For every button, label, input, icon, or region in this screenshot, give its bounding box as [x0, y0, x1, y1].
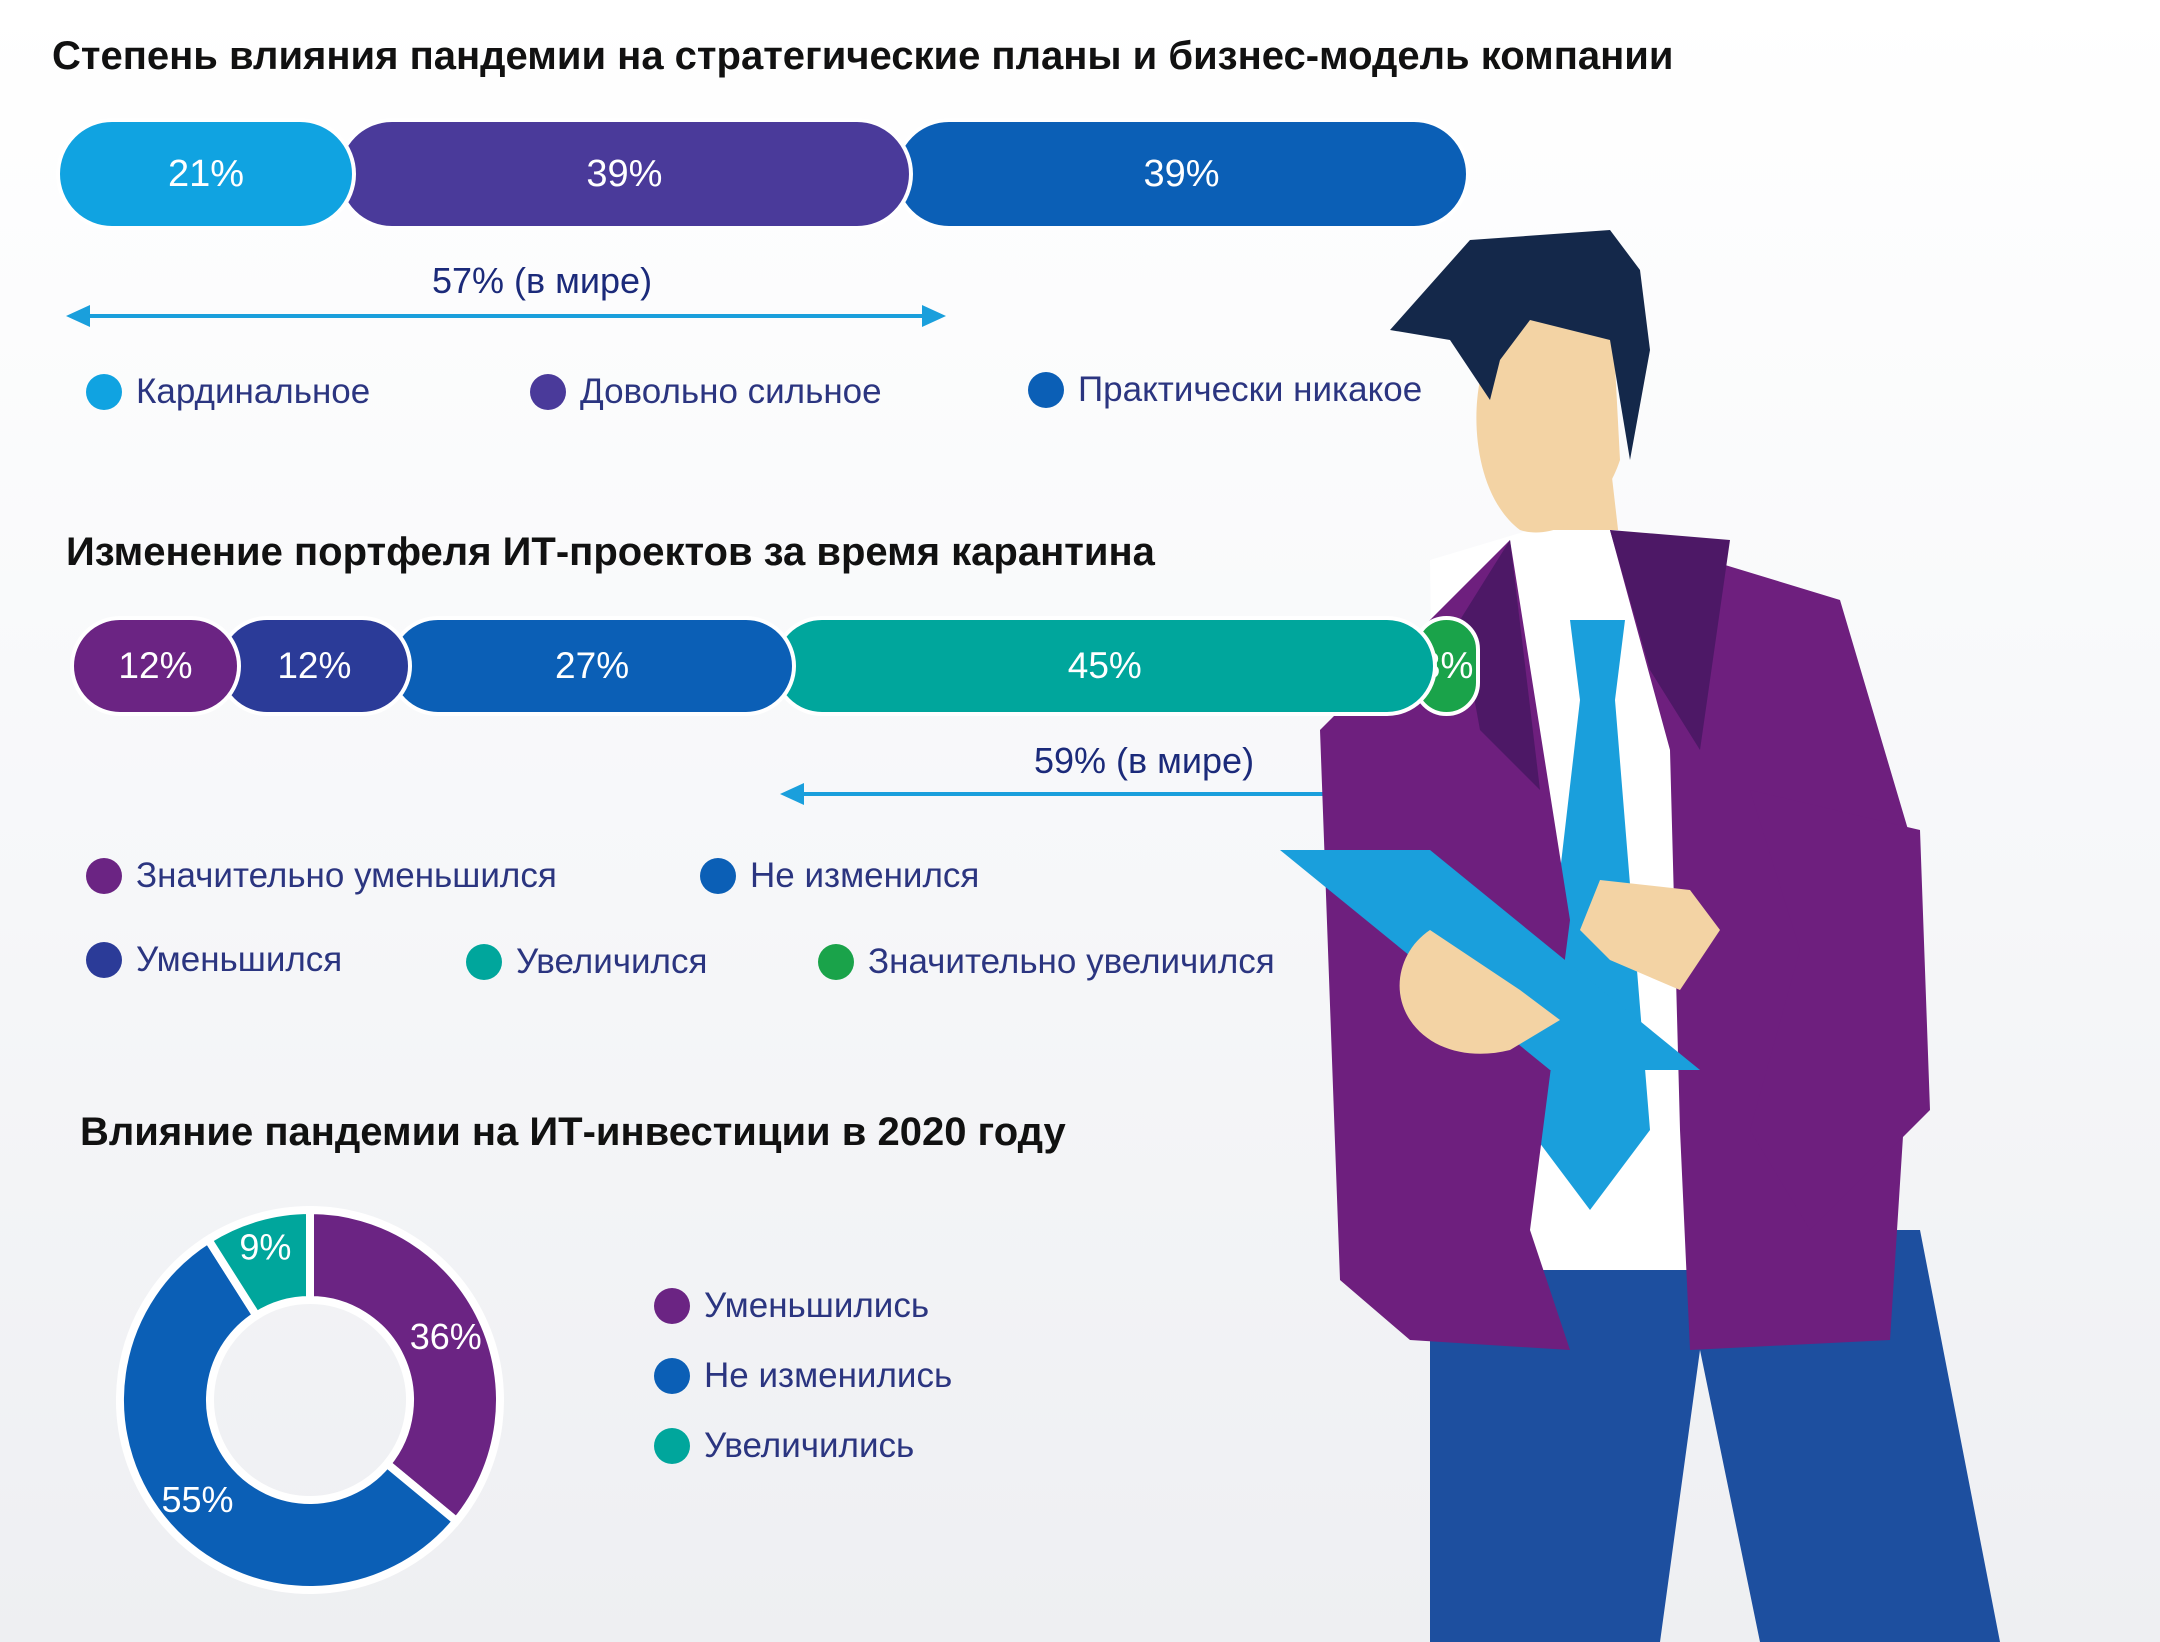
chart1-world-label: 57% (в мире)	[432, 260, 653, 301]
chart1-world-arrow	[66, 305, 946, 327]
chart2-legend-item-4: Увеличился	[466, 942, 707, 982]
legend-label: Увеличился	[516, 942, 708, 981]
chart2-title: Изменение портфеля ИТ-проектов за время …	[66, 530, 1155, 574]
donut-slice-1	[306, 1205, 504, 1527]
donut-slice-2	[116, 1234, 463, 1594]
chart3-legend-item-1: Уменьшились	[654, 1286, 929, 1326]
legend-label: Не изменился	[750, 856, 980, 895]
chart2-segment-4: 45%	[772, 616, 1438, 716]
legend-label: Значительно уменьшился	[136, 856, 557, 895]
man-with-tablet-illustration	[1280, 230, 2000, 1642]
donut-slice-3	[202, 1205, 314, 1322]
chart1-legend-item-2: Довольно сильное	[530, 372, 882, 412]
legend-label: Значительно увеличился	[868, 942, 1275, 981]
chart3-legend-item-3: Увеличились	[654, 1426, 914, 1466]
chart1-legend-item-3: Практически никакое	[1028, 370, 1422, 410]
legend-label: Уменьшился	[136, 940, 343, 979]
chart2-legend-item-1: Значительно уменьшился	[86, 856, 557, 896]
legend-dot-icon	[530, 374, 566, 410]
chart1-title: Степень влияния пандемии на стратегическ…	[52, 34, 1674, 78]
chart2-stacked-bar: 12% 12% 27% 45% 3%	[70, 616, 1480, 716]
chart3-legend-item-2: Не изменились	[654, 1356, 952, 1396]
legend-label: Не изменились	[704, 1356, 953, 1395]
chart1-segment-2: 39%	[335, 118, 913, 230]
donut-slice-label-1: 36%	[410, 1316, 482, 1357]
legend-dot-icon	[466, 944, 502, 980]
chart1-segment-1: 21%	[56, 118, 356, 230]
legend-dot-icon	[1028, 372, 1064, 408]
chart2-legend-item-5: Значительно увеличился	[818, 942, 1275, 982]
legend-dot-icon	[654, 1358, 690, 1394]
donut-slice-label-2: 55%	[161, 1479, 233, 1520]
chart2-segment-3: 27%	[387, 616, 797, 716]
chart2-legend-item-3: Не изменился	[700, 856, 979, 896]
legend-dot-icon	[818, 944, 854, 980]
chart1-legend-item-1: Кардинальное	[86, 372, 370, 412]
chart2-legend-item-2: Уменьшился	[86, 940, 342, 980]
legend-dot-icon	[86, 858, 122, 894]
legend-dot-icon	[654, 1428, 690, 1464]
chart1-segment-3: 39%	[892, 118, 1470, 230]
legend-label: Довольно сильное	[580, 372, 882, 411]
legend-dot-icon	[654, 1288, 690, 1324]
chart1-stacked-bar: 21% 39% 39%	[56, 118, 1470, 230]
chart3-title: Влияние пандемии на ИТ-инвестиции в 2020…	[80, 1110, 1066, 1154]
legend-label: Кардинальное	[136, 372, 371, 411]
chart2-world-label: 59% (в мире)	[1034, 740, 1255, 781]
legend-dot-icon	[700, 858, 736, 894]
legend-label: Увеличились	[704, 1426, 915, 1465]
chart3-donut: 36% 55% 9%	[116, 1205, 504, 1594]
legend-dot-icon	[86, 374, 122, 410]
donut-slice-label-3: 9%	[239, 1226, 291, 1267]
legend-dot-icon	[86, 942, 122, 978]
chart2-segment-2: 12%	[216, 616, 412, 716]
legend-label: Практически никакое	[1078, 370, 1423, 409]
legend-label: Уменьшились	[704, 1286, 930, 1325]
chart2-segment-1: 12%	[70, 616, 241, 716]
